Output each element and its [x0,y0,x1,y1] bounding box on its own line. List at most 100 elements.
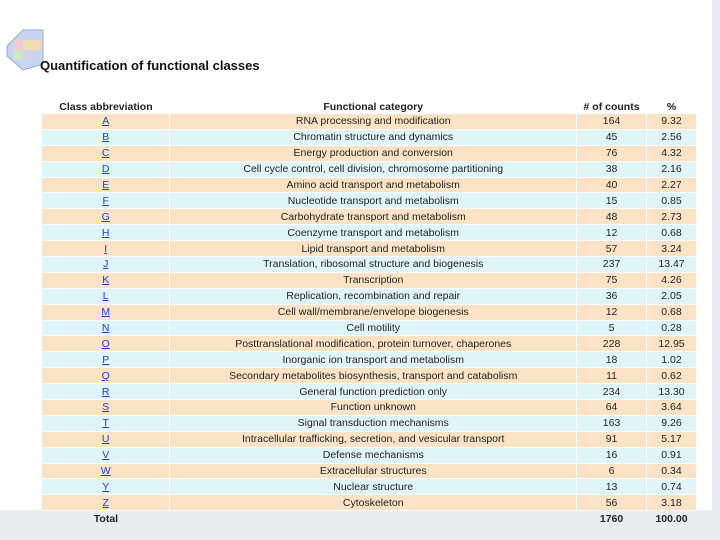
class-link[interactable]: O [101,337,110,350]
class-link[interactable]: L [102,290,109,303]
class-link[interactable]: F [102,194,109,207]
cell: 57 [576,240,648,258]
slide: Quantification of functional classes Cla… [0,0,712,525]
total-row: Total 1760 100.00 [42,511,697,526]
cell: 3.18 [646,494,697,512]
cell: P [42,351,171,369]
cell: Posttranslational modification, protein … [169,335,578,353]
class-link[interactable]: U [101,433,110,446]
cell: R [42,383,171,401]
cell: 163 [576,415,648,432]
cell: Signal transduction mechanisms [169,415,578,432]
class-link[interactable]: B [102,131,110,144]
cell: Function unknown [169,399,578,416]
cell: 2.73 [646,208,697,226]
logo-square [33,40,41,50]
logo-square [13,50,23,60]
cell: M [42,304,171,321]
class-link[interactable]: V [102,449,110,462]
header-cell: # of counts [583,101,640,113]
table-row: Z Cytoskeleton 56 3.18 [42,494,697,512]
cell: 0.62 [646,367,697,385]
table-row: N Cell motility 5 0.28 [42,320,697,337]
cell: 64 [576,399,648,416]
cell: 6 [576,463,648,480]
table-row: I Lipid transport and metabolism 57 3.24 [42,240,697,258]
table-row: R General function prediction only 234 13.3… [42,383,697,401]
cell: 0.74 [646,478,697,496]
cell: 0.68 [646,224,697,242]
cell: K [42,272,171,289]
class-link[interactable]: C [101,147,110,160]
table-row: V Defense mechanisms 16 0.91 [42,447,697,464]
class-link[interactable]: Z [102,496,109,509]
class-link[interactable]: T [102,417,109,430]
cell: H [42,224,171,242]
class-link[interactable]: W [100,465,111,478]
table-row: H Coenzyme transport and metabolism 12 0.68 [42,224,697,242]
class-link[interactable]: N [101,322,110,335]
cell: 16 [576,447,648,464]
class-link[interactable]: Q [101,369,110,382]
cell: RNA processing and modification [169,114,578,130]
class-link[interactable]: S [102,401,110,414]
cell: 0.34 [646,463,697,480]
cell: 91 [576,431,648,448]
cell: 5.17 [646,431,697,448]
class-link[interactable]: A [102,115,110,128]
table-row: G Carbohydrate transport and metabolism 48… [42,208,697,226]
cell: 13.30 [646,383,697,401]
cell: 40 [576,177,648,194]
logo-square [23,40,33,50]
header-row: Class abbreviation Functional category #… [42,100,697,114]
cell: Total [93,512,119,525]
class-link[interactable]: Y [102,480,110,493]
logo-square [23,50,33,60]
class-link[interactable]: P [102,353,110,366]
table-row: F Nucleotide transport and metabolism 15 0.… [42,192,697,210]
class-link[interactable]: D [101,163,110,176]
table-row: Q Secondary metabolites biosynthesis, tra… [42,367,697,385]
cell: Y [42,478,171,496]
table-row: U Intracellular trafficking, secretion, a… [42,431,697,448]
cell: U [42,431,171,448]
class-link[interactable]: M [101,306,111,319]
cell [170,511,577,526]
cell: S [42,399,171,416]
cell: 45 [576,129,648,146]
class-link[interactable]: J [103,258,109,271]
class-link[interactable]: I [104,242,108,255]
cell: 237 [576,256,648,273]
table-row: K Transcription 75 4.26 [42,272,697,289]
cell: 38 [576,161,648,178]
cell: Extracellular structures [169,463,578,480]
cell: 15 [576,192,648,210]
cell: Z [42,494,171,512]
table-row: A RNA processing and modification 164 9.32 [42,114,697,130]
cell: Replication, recombination and repair [169,288,578,305]
cell: 13 [576,478,648,496]
cell: 0.91 [646,447,697,464]
cell: Cell wall/membrane/envelope biogenesis [169,304,578,321]
table-row: O Posttranslational modification, protein… [42,335,697,353]
class-link[interactable]: K [102,274,110,287]
cell: 0.85 [646,192,697,210]
cell: General function prediction only [169,383,578,401]
table-row: E Amino acid transport and metabolism 40 2.… [42,177,697,194]
class-link[interactable]: G [101,210,110,223]
cell: Chromatin structure and dynamics [169,129,578,146]
cell: 0.28 [646,320,697,337]
class-link[interactable]: H [101,226,110,239]
cell: 2.16 [646,161,697,178]
class-link[interactable]: E [102,179,110,191]
cell: T [42,415,171,432]
header-cell: % [666,101,677,113]
header-cell: Functional category [323,101,424,113]
cell: L [42,288,171,305]
cell: A [42,114,171,130]
cell: 228 [576,335,648,353]
cell: B [42,129,171,146]
table-row: M Cell wall/membrane/envelope biogenesis 1… [42,304,697,321]
class-link[interactable]: R [101,385,110,398]
